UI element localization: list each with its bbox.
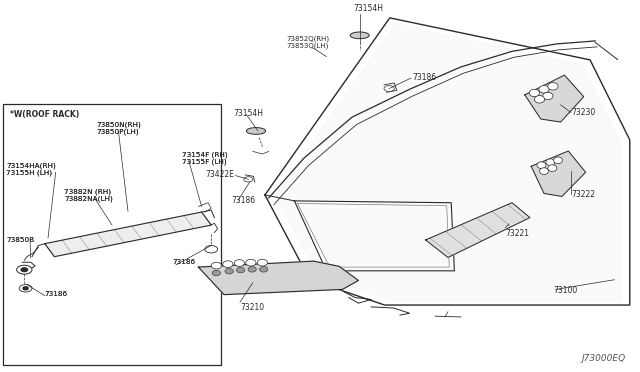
Ellipse shape [543,92,553,100]
Ellipse shape [537,162,546,169]
Ellipse shape [234,260,244,266]
Ellipse shape [539,86,549,93]
Ellipse shape [554,157,563,164]
Text: 73850B: 73850B [6,237,35,243]
Ellipse shape [212,270,220,276]
Circle shape [23,287,28,290]
Text: 73186: 73186 [413,73,437,82]
Ellipse shape [248,266,257,272]
Text: 73230: 73230 [572,108,596,117]
Text: *W(ROOF RACK): *W(ROOF RACK) [10,110,79,119]
Text: 73186: 73186 [45,291,68,297]
Text: 73100: 73100 [554,286,578,295]
Text: 73186: 73186 [232,196,256,205]
Ellipse shape [529,89,540,97]
Text: 73186: 73186 [173,259,196,265]
Circle shape [205,246,218,253]
Text: 73882N (RH)
73882NA(LH): 73882N (RH) 73882NA(LH) [64,188,113,202]
Text: 73154H: 73154H [353,4,383,13]
Bar [3,104,221,365]
Circle shape [19,285,32,292]
Text: 73154F (RH)
73155F (LH): 73154F (RH) 73155F (LH) [182,151,228,165]
Circle shape [244,177,253,182]
Polygon shape [525,75,584,122]
Text: 73210: 73210 [240,303,264,312]
Polygon shape [198,261,358,295]
Ellipse shape [237,267,244,273]
Text: 73186: 73186 [45,291,68,297]
Text: 73154HA(RH)
73155H (LH): 73154HA(RH) 73155H (LH) [6,162,56,176]
Text: 73222: 73222 [572,190,595,199]
Text: 73154HA(RH)
73155H (LH): 73154HA(RH) 73155H (LH) [6,162,56,176]
Text: 73850B: 73850B [6,237,35,243]
Ellipse shape [257,259,268,266]
Ellipse shape [548,83,558,90]
Polygon shape [531,151,586,196]
Text: 73882N (RH)
73882NA(LH): 73882N (RH) 73882NA(LH) [64,188,113,202]
Polygon shape [45,212,211,257]
Text: J73000EQ: J73000EQ [582,354,626,363]
Text: 73422E: 73422E [205,170,234,179]
Polygon shape [426,203,530,257]
Ellipse shape [260,266,268,272]
Text: 73154H: 73154H [234,109,264,118]
Text: 73850N(RH)
73850P(LH): 73850N(RH) 73850P(LH) [96,121,141,135]
Ellipse shape [211,262,221,269]
Ellipse shape [246,128,266,134]
Text: 73850N(RH)
73850P(LH): 73850N(RH) 73850P(LH) [96,121,141,135]
Polygon shape [275,24,621,301]
Ellipse shape [350,32,369,39]
Circle shape [21,268,28,272]
Text: 73186: 73186 [173,259,196,265]
Circle shape [17,265,32,274]
Text: 73154F (RH)
73155F (LH): 73154F (RH) 73155F (LH) [182,151,228,165]
Text: 73221: 73221 [506,229,530,238]
Ellipse shape [223,261,233,267]
Text: 73852Q(RH)
73853Q(LH): 73852Q(RH) 73853Q(LH) [287,35,330,49]
Circle shape [384,86,394,92]
Ellipse shape [540,168,548,174]
Ellipse shape [246,259,256,266]
Ellipse shape [546,159,555,166]
Ellipse shape [534,96,545,103]
Ellipse shape [548,165,557,171]
Ellipse shape [225,268,234,274]
